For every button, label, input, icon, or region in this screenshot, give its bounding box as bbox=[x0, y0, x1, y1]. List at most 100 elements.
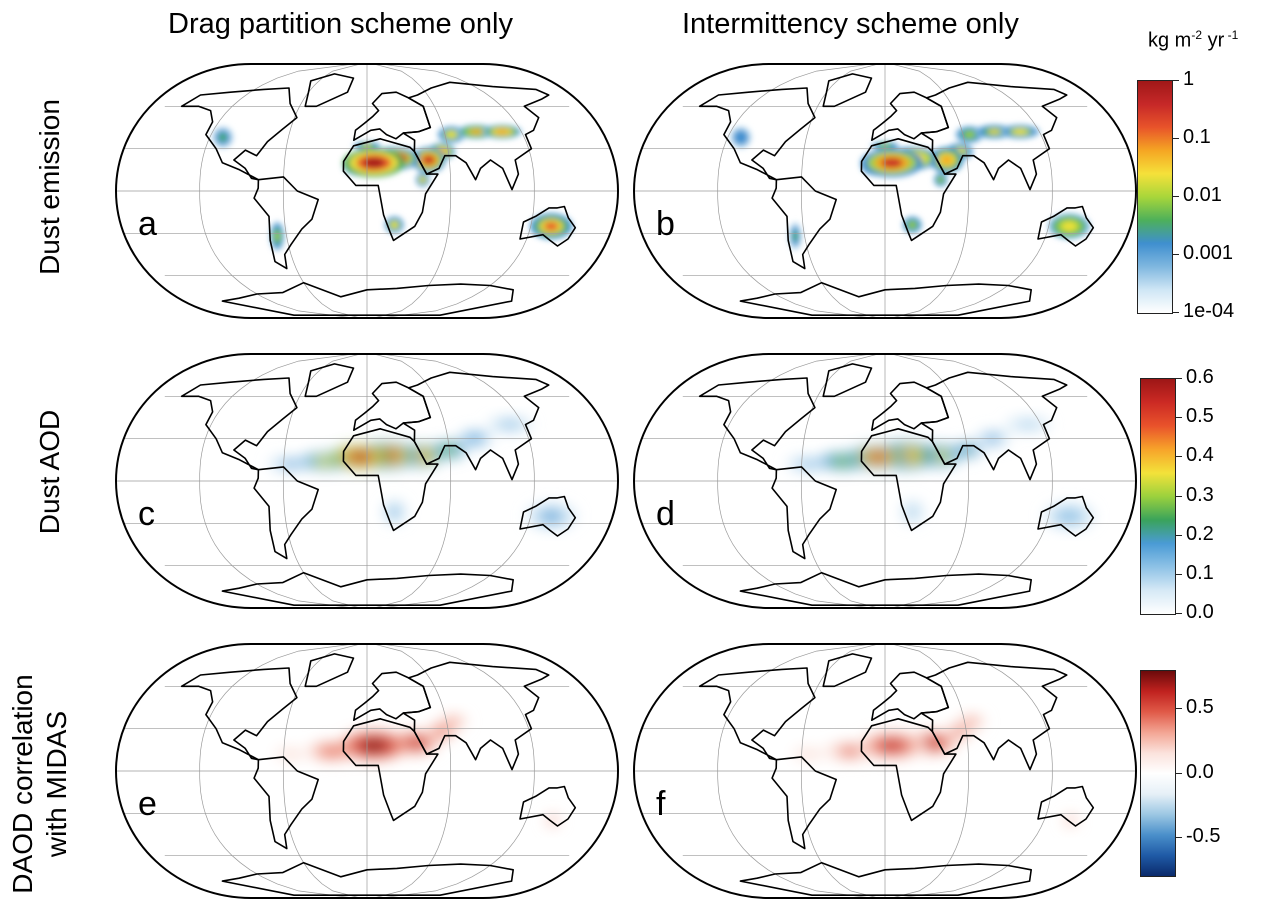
coastline-greenland bbox=[822, 653, 873, 688]
field-blob bbox=[800, 461, 817, 467]
colorbar-tickmark bbox=[1175, 573, 1182, 575]
colorbar-tick-label: 0.0 bbox=[1186, 601, 1214, 623]
field-blob bbox=[422, 155, 435, 165]
field-blob bbox=[736, 133, 745, 142]
coastline-antarctica bbox=[221, 281, 514, 316]
field-blob bbox=[316, 458, 335, 465]
coastline-northAmerica bbox=[180, 87, 298, 181]
coastline-africa bbox=[342, 428, 439, 532]
field-blob bbox=[880, 740, 904, 751]
map-svg-d bbox=[633, 353, 1137, 609]
colorbar-tick-label: 0.4 bbox=[1186, 444, 1214, 467]
field-blob bbox=[908, 221, 916, 228]
colorbar-tickmark bbox=[1175, 417, 1182, 419]
field-layer-f bbox=[788, 714, 1078, 827]
coastlines bbox=[180, 73, 577, 316]
colorbar-tickmark bbox=[1175, 495, 1182, 497]
colorbar-tickmark bbox=[1172, 312, 1179, 313]
field-blob bbox=[868, 453, 888, 461]
field-blob bbox=[282, 461, 299, 467]
colorbar-tick-label: 0.6 bbox=[1186, 366, 1214, 388]
field-blob bbox=[881, 157, 903, 168]
colorbar-tick-label: 1e-04 bbox=[1183, 300, 1235, 322]
field-blob bbox=[966, 719, 977, 725]
field-blob bbox=[362, 740, 386, 751]
map-panel-e: e bbox=[112, 640, 622, 902]
field-blob bbox=[218, 133, 227, 142]
coastline-northAmerica bbox=[698, 667, 816, 761]
coastline-northAmerica bbox=[698, 377, 816, 471]
map-outline bbox=[633, 353, 1137, 609]
emission-units-label: kg m-2 yr -1 bbox=[1148, 28, 1239, 52]
colorbar-tick-label: 0.1 bbox=[1183, 126, 1211, 148]
coastline-southAmerica bbox=[771, 176, 837, 270]
map-panel-d: d bbox=[630, 350, 1140, 612]
panel-letter-d: d bbox=[656, 495, 675, 533]
coastline-southAmerica bbox=[253, 176, 319, 270]
map-outline bbox=[115, 353, 619, 609]
colorbar-emission bbox=[1137, 80, 1173, 314]
field-blob bbox=[448, 719, 459, 725]
column-title-intermittency: Intermittency scheme only bbox=[682, 8, 1019, 40]
field-layer-e bbox=[270, 714, 560, 827]
panel-letter-a: a bbox=[138, 205, 157, 243]
field-blob bbox=[436, 728, 447, 735]
field-blob bbox=[1013, 129, 1027, 135]
coastline-europe bbox=[353, 381, 432, 431]
coastline-southAmerica bbox=[253, 756, 319, 850]
coastline-greenland bbox=[822, 73, 873, 108]
field-blob bbox=[938, 177, 944, 183]
coastline-northAmerica bbox=[698, 87, 816, 181]
coastline-greenland bbox=[822, 363, 873, 398]
coastline-northAmerica bbox=[180, 667, 298, 761]
graticule bbox=[634, 354, 1136, 608]
colorbar-tick-label: 0.2 bbox=[1186, 522, 1214, 545]
coastline-greenland bbox=[304, 73, 355, 108]
row-title-dust-aod: Dust AOD bbox=[34, 409, 65, 535]
coastline-northAmerica bbox=[180, 377, 298, 471]
field-blob bbox=[834, 458, 853, 465]
map-svg-c bbox=[115, 353, 619, 609]
coastline-europe bbox=[871, 91, 950, 141]
colorbar-tickmark bbox=[1175, 708, 1182, 710]
row-title-line-2: with MIDAS bbox=[41, 710, 72, 858]
coastline-asia bbox=[402, 371, 550, 481]
field-blob bbox=[908, 508, 917, 517]
map-svg-f bbox=[633, 643, 1137, 899]
field-blob bbox=[792, 231, 798, 242]
field-blob bbox=[420, 177, 426, 183]
map-outline bbox=[633, 643, 1137, 899]
colorbar-aod bbox=[1140, 378, 1176, 615]
field-blob bbox=[954, 728, 965, 735]
field-blob bbox=[502, 422, 518, 428]
colorbar-correlation bbox=[1140, 670, 1176, 877]
graticule bbox=[634, 64, 1136, 318]
graticule bbox=[116, 64, 618, 318]
coastline-africa bbox=[860, 428, 957, 532]
map-panel-a: a bbox=[112, 60, 622, 322]
field-blob bbox=[323, 747, 341, 755]
colorbar-tick-label: 0.1 bbox=[1186, 561, 1214, 584]
coastline-australia bbox=[519, 495, 577, 537]
coastlines bbox=[180, 653, 577, 896]
coastline-australia bbox=[1037, 495, 1095, 537]
map-panel-f: f bbox=[630, 640, 1140, 902]
coastline-europe bbox=[871, 671, 950, 721]
field-blob bbox=[1061, 221, 1077, 231]
colorbar-tick-label: 0.001 bbox=[1183, 242, 1234, 264]
colorbar-tick-label: 1 bbox=[1183, 68, 1195, 90]
field-blob bbox=[283, 751, 298, 757]
coastline-africa bbox=[860, 138, 957, 242]
coastline-asia bbox=[402, 661, 550, 771]
coastline-southAmerica bbox=[771, 756, 837, 850]
coastline-antarctica bbox=[739, 861, 1032, 896]
map-outline bbox=[633, 63, 1137, 319]
coastline-australia bbox=[1037, 205, 1095, 247]
map-panel-c: c bbox=[112, 350, 622, 612]
colorbar-tick-label: 0.3 bbox=[1186, 483, 1214, 506]
panel-letter-b: b bbox=[656, 205, 675, 243]
field-blob bbox=[446, 131, 457, 138]
field-blob bbox=[801, 751, 816, 757]
row-title-line-1: DAOD correlation bbox=[7, 674, 38, 894]
colorbar-tickmark bbox=[1172, 196, 1179, 197]
